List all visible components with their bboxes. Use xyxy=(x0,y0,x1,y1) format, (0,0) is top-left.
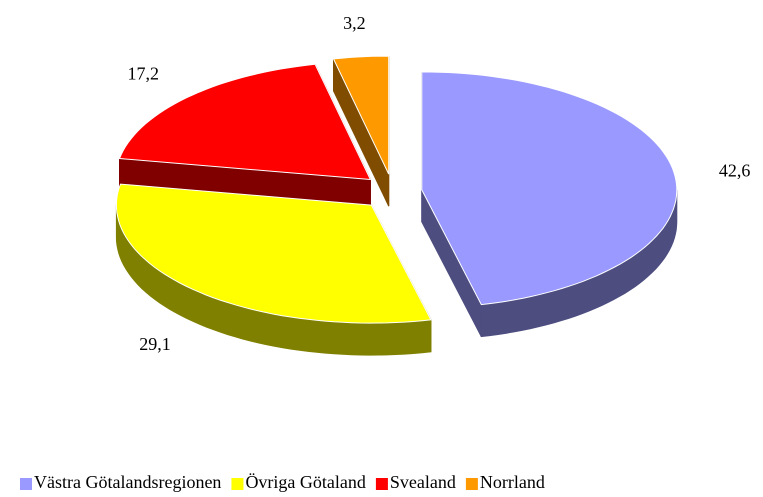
legend-swatch xyxy=(375,478,388,490)
data-label: 17,2 xyxy=(128,64,160,84)
data-label: 3,2 xyxy=(343,13,366,33)
legend-label: Svealand xyxy=(390,472,456,492)
legend-label: Övriga Götaland xyxy=(245,472,365,492)
pie-slice xyxy=(421,71,678,306)
legend-swatch xyxy=(231,478,244,490)
pie-slice xyxy=(115,183,432,324)
legend-swatch xyxy=(465,478,478,490)
legend-label: Västra Götalandsregionen xyxy=(34,472,221,492)
data-label: 29,1 xyxy=(139,334,171,354)
pie-slice xyxy=(332,55,390,175)
data-label: 42,6 xyxy=(719,160,751,180)
pie-slice xyxy=(118,63,372,181)
legend-label: Norrland xyxy=(480,472,545,492)
legend-swatch xyxy=(20,478,32,490)
